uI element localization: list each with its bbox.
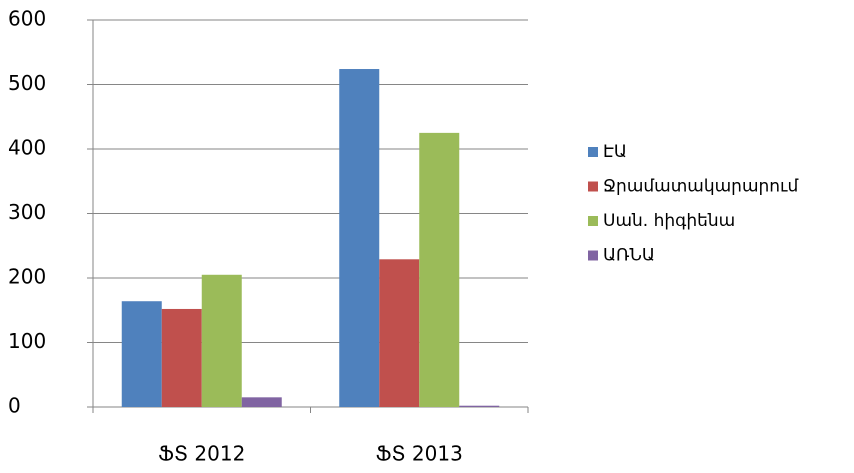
y-tick-label: 100 <box>8 329 46 353</box>
y-tick-label: 600 <box>8 7 46 31</box>
legend-label: Ջրամատակարարում <box>603 177 798 197</box>
bar <box>419 132 460 407</box>
y-tick-label: 200 <box>8 265 46 289</box>
legend-label: Սան. հիգիենա <box>603 211 735 231</box>
legend-swatch <box>588 250 598 261</box>
x-tick-label: ՖՏ 2012 <box>158 442 245 466</box>
bar <box>379 259 420 407</box>
legend-label: ԷԱ <box>603 142 627 162</box>
y-tick-label: 300 <box>8 200 46 224</box>
bar <box>241 397 282 407</box>
legend-swatch <box>588 147 598 157</box>
bar <box>201 274 242 407</box>
y-tick-label: 0 <box>8 394 21 418</box>
y-tick-label: 400 <box>8 136 46 160</box>
legend-swatch <box>588 216 598 226</box>
legend-label: ԱՌՆԱ <box>603 246 655 266</box>
x-tick-label: ՖՏ 2013 <box>376 442 463 466</box>
bar <box>161 308 202 407</box>
bar <box>459 405 500 407</box>
bar <box>339 69 380 408</box>
y-tick-label: 500 <box>8 71 46 95</box>
bar <box>121 301 162 407</box>
legend-swatch <box>588 181 598 192</box>
